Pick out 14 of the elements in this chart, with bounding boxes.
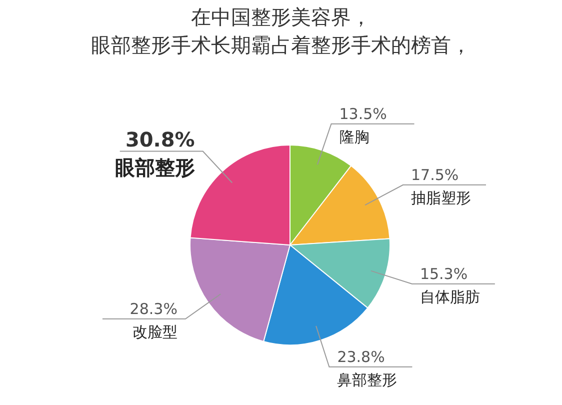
slice-label: 抽脂塑形 [411, 188, 472, 207]
slice-label: 眼部整形 [114, 155, 195, 180]
chart-title: 在中国整形美容界， [191, 5, 371, 29]
data-label: 15.3% [420, 264, 468, 283]
data-label: 13.5% [339, 104, 387, 123]
data-label: 28.3% [130, 300, 178, 318]
slice-label: 改脸型 [132, 322, 178, 341]
chart-subtitle: 眼部整形手术长期霸占着整形手术的榜首， [91, 33, 471, 57]
data-label: 23.8% [337, 348, 385, 366]
slice-label: 鼻部整形 [337, 370, 398, 389]
slice-label: 隆胸 [339, 128, 370, 146]
slice-label: 自体脂肪 [420, 288, 480, 306]
data-label: 30.8% [125, 127, 195, 152]
data-label: 17.5% [411, 166, 459, 184]
